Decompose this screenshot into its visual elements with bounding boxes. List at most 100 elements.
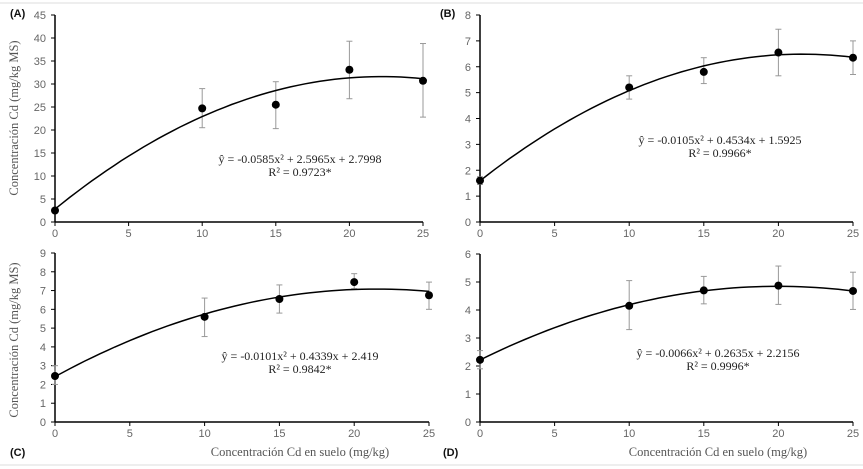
panel-label: (D) [443,447,459,459]
fit-curve [479,53,854,182]
x-tick-label: 25 [847,228,859,240]
x-tick-label: 20 [343,228,355,240]
y-tick-label: 4 [40,342,46,354]
y-tick-label: 2 [465,165,471,177]
data-point [51,206,59,215]
data-point [625,83,634,92]
y-tick-label: 25 [34,102,46,114]
x-axis-title: Concentración Cd en suelo (mg/kg) [211,445,389,459]
y-axis-title: Concentración Cd (mg/kg MS) [7,262,21,417]
data-point [699,67,708,76]
y-tick-label: 8 [40,267,46,279]
x-tick-label: 10 [623,428,635,440]
y-tick-label: 4 [465,305,471,317]
y-tick-label: 45 [34,10,46,22]
y-tick-label: 2 [40,379,46,391]
x-tick-label: 0 [52,428,58,440]
data-point [774,48,783,57]
y-tick-label: 6 [40,304,46,316]
data-point [271,100,280,109]
x-tick-label: 0 [477,428,483,440]
data-point [425,291,433,300]
data-point [625,301,634,310]
x-tick-label: 5 [127,428,133,440]
x-tick-label: 15 [270,228,282,240]
y-tick-label: 0 [465,417,471,429]
y-tick-label: 0 [40,217,46,229]
data-point [476,176,484,185]
x-tick-label: 10 [196,228,208,240]
y-tick-label: 3 [465,333,471,345]
x-tick-label: 20 [348,428,360,440]
data-point [699,286,708,295]
x-tick-label: 10 [198,428,210,440]
y-axis-title: Concentración Cd (mg/kg MS) [7,40,21,195]
data-point [350,278,359,287]
data-point [419,76,427,85]
equation-label: ŷ = -0.0585x² + 2.5965x + 2.7998 [219,152,382,166]
y-tick-label: 1 [465,389,471,401]
y-tick-label: 1 [465,191,471,203]
x-tick-label: 25 [423,428,435,440]
x-tick-label: 5 [552,428,558,440]
equation-label: ŷ = -0.0101x² + 0.4339x + 2.419 [222,349,379,363]
data-point [774,281,783,290]
x-tick-label: 25 [417,228,429,240]
x-axis-title: Concentración Cd en suelo (mg/kg) [629,445,807,459]
r2-label: R² = 0.9842* [268,362,331,376]
y-tick-label: 7 [40,286,46,298]
y-tick-label: 30 [34,79,46,91]
y-tick-label: 40 [34,33,46,45]
y-tick-label: 2 [465,361,471,373]
y-tick-label: 5 [465,277,471,289]
panel-label: (C) [10,447,26,459]
y-tick-label: 4 [465,114,471,126]
fit-curve [54,288,430,378]
panel-label: (B) [440,8,456,20]
data-point [198,104,207,113]
y-tick-label: 3 [40,361,46,373]
x-tick-label: 20 [772,228,784,240]
data-point [200,312,209,321]
y-tick-label: 1 [40,398,46,410]
panel-label: (A) [10,8,26,20]
y-tick-label: 7 [465,36,471,48]
x-tick-label: 0 [52,228,58,240]
r2-label: R² = 0.9996* [686,359,749,373]
x-tick-label: 0 [477,228,483,240]
y-tick-label: 9 [40,248,46,260]
x-tick-label: 10 [623,228,635,240]
x-tick-label: 15 [698,428,710,440]
fit-curve [54,75,424,210]
data-point [275,295,284,304]
y-tick-label: 5 [40,323,46,335]
x-tick-label: 20 [772,428,784,440]
data-point [476,355,484,364]
y-tick-label: 0 [465,217,471,229]
y-tick-label: 20 [34,125,46,137]
y-tick-label: 0 [40,417,46,429]
x-tick-label: 5 [126,228,132,240]
equation-label: ŷ = -0.0066x² + 0.2635x + 2.2156 [637,346,800,360]
r2-label: R² = 0.9723* [268,165,331,179]
data-point [345,65,354,74]
y-tick-label: 6 [465,62,471,74]
y-tick-label: 8 [465,10,471,22]
equation-label: ŷ = -0.0105x² + 0.4534x + 1.5925 [639,133,802,147]
x-tick-label: 5 [552,228,558,240]
y-tick-label: 15 [34,148,46,160]
fit-curve [479,285,854,361]
data-point [849,53,857,62]
data-point [51,371,59,380]
x-tick-label: 25 [847,428,859,440]
r2-label: R² = 0.9966* [688,146,751,160]
y-tick-label: 3 [465,139,471,151]
y-tick-label: 6 [465,249,471,261]
data-point [849,286,857,295]
x-tick-label: 15 [698,228,710,240]
y-tick-label: 10 [34,171,46,183]
y-tick-label: 35 [34,56,46,68]
x-tick-label: 15 [273,428,285,440]
